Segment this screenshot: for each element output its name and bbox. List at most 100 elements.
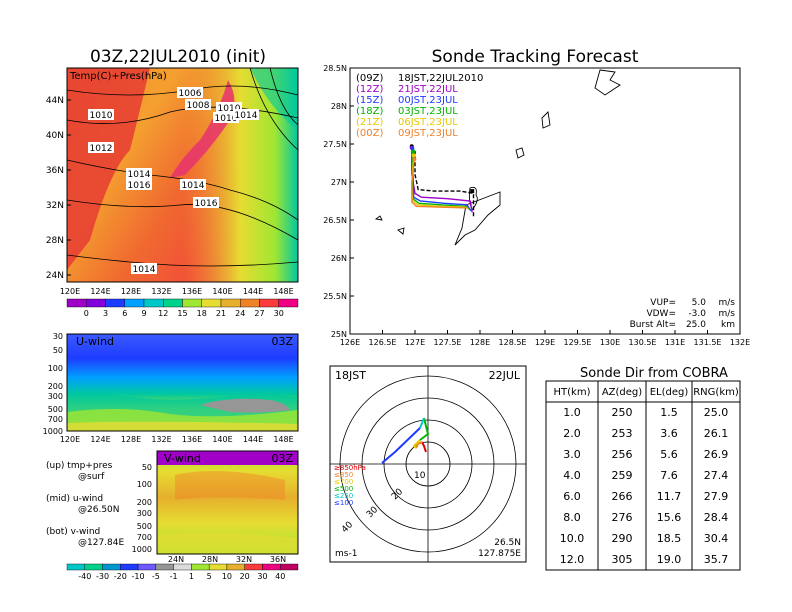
temp-map-frame <box>66 67 299 283</box>
colorbar-segment <box>201 298 222 308</box>
track-end-point <box>411 149 416 154</box>
table-cell: 259 <box>612 469 633 482</box>
uwind-label: U-wind <box>76 335 114 348</box>
pressure-legend-item: ≥850hPa <box>334 464 366 472</box>
param-value: 25.0 <box>686 320 706 330</box>
colorbar-label: -5 <box>152 572 160 581</box>
colorbar-label: 30 <box>257 572 267 581</box>
temp-lon-ticks: 120E 124E 128E 132E 136E 140E 144E 148E <box>60 287 294 296</box>
vwind-plot <box>157 451 298 554</box>
pressure-tick-label: 50 <box>142 463 152 472</box>
table-cell: 28.4 <box>704 511 729 524</box>
colorbar-segment <box>226 563 245 571</box>
colorbar-segment <box>84 563 103 571</box>
colorbar-label: 40 <box>275 572 285 581</box>
table-cell: 7.6 <box>660 469 678 482</box>
lon-tick-label: 130.5E <box>629 338 657 347</box>
colorbar-label: 15 <box>177 309 187 318</box>
colorbar-segment <box>105 298 125 308</box>
colorbar-label: 0 <box>84 309 89 318</box>
colorbar-segment <box>278 298 299 308</box>
pressure-tick-label: 300 <box>137 509 152 518</box>
lat-tick-label: 25N <box>331 330 347 339</box>
table-border <box>545 380 741 571</box>
lat-tick-label: 28N <box>46 236 64 246</box>
lon-tick-label: 120E <box>60 435 80 444</box>
temp-map-title: 03Z,22JUL2010 (init) <box>90 47 266 67</box>
table-cell: 6.0 <box>563 490 581 503</box>
panel-notes: (up) tmp+pres @surf (mid) u-wind @26.50N… <box>46 461 124 548</box>
note-line: @26.50N <box>78 505 120 515</box>
colorbar-segment <box>240 298 260 308</box>
table-cell: 2.0 <box>563 427 581 440</box>
lon-tick-label: 131E <box>665 338 685 347</box>
polar-unit: ms-1 <box>335 549 357 559</box>
uwind-frame <box>66 333 299 432</box>
table-cell: 25.0 <box>704 406 729 419</box>
table-header: EL(deg) <box>650 387 689 398</box>
legend-run: (00Z) <box>356 128 383 139</box>
pressure-tick-label: 700 <box>137 533 152 542</box>
colorbar-label: -30 <box>96 572 109 581</box>
table-cell: 1.5 <box>660 406 678 419</box>
track-params: VUP= 5.0 m/s VDW= -3.0 m/s Burst Alt= 25… <box>630 298 736 330</box>
lon-tick-label: 148E <box>273 435 293 444</box>
note-line: (mid) u-wind <box>46 494 103 504</box>
lon-tick-label: 132E <box>151 435 171 444</box>
lat-tick-label: 28N <box>331 102 347 111</box>
param-value: 5.0 <box>692 298 707 308</box>
note-line: (up) tmp+pres <box>46 461 113 471</box>
colorbar-segment <box>86 298 106 308</box>
lon-tick-label: 131.5E <box>694 338 722 347</box>
lat-tick-label: 25.5N <box>323 292 347 301</box>
pressure-legend-item: ≤250 <box>334 492 353 500</box>
isobar-label: 1014 <box>182 181 205 191</box>
pressure-tick-label: 500 <box>137 522 152 531</box>
colorbar-label: 10 <box>222 572 232 581</box>
table-cell: 4.0 <box>563 469 581 482</box>
isobar-label: 1008 <box>187 101 210 111</box>
lon-tick-label: 127.5E <box>434 338 462 347</box>
colorbar-segment <box>208 563 228 571</box>
colorbar-segment <box>143 298 164 308</box>
legend-run: (09Z) <box>356 73 383 84</box>
wind-colorbar: -40 -30 -20 -10 -5 -1 1 5 10 20 30 40 <box>66 563 299 581</box>
table-cell: 3.0 <box>563 448 581 461</box>
colorbar-label: 5 <box>207 572 212 581</box>
lat-tick-label: 32N <box>46 201 64 211</box>
table-cell: 250 <box>612 406 633 419</box>
table-cell: 27.4 <box>704 469 729 482</box>
legend-valid-time: 06JST,23JUL <box>398 117 458 128</box>
sonde-direction-table: HT(km) AZ(deg) EL(deg) RNG(km) 1.0 250 1.5 25.0… <box>545 380 741 571</box>
temp-map-label: Temp(C)+Pres(hPa) <box>69 71 167 82</box>
colorbar-label: 18 <box>197 309 207 318</box>
track-lat-ticks: 28.5N 28N 27.5N 27N 26.5N 26N 25.5N 25N <box>323 64 354 339</box>
lon-tick-label: 144E <box>243 287 263 296</box>
isobar-label: 1016 <box>195 199 218 209</box>
colorbar-segment <box>262 563 281 571</box>
param-label: VDW= <box>646 309 676 319</box>
lat-tick-label: 28.5N <box>323 64 347 73</box>
table-cell: 256 <box>612 448 633 461</box>
colorbar-segment <box>182 298 202 308</box>
colorbar-segment <box>220 298 241 308</box>
pressure-tick-label: 700 <box>48 415 63 424</box>
colorbar-label: 6 <box>122 309 127 318</box>
table-cell: 5.6 <box>660 448 678 461</box>
table-header: HT(km) <box>554 387 591 398</box>
ring-label: 10 <box>414 471 426 481</box>
lon-tick-label: 136E <box>182 435 202 444</box>
isobar-label: 1010 <box>215 114 238 124</box>
track-title: Sonde Tracking Forecast <box>432 47 639 67</box>
legend-run: (21Z) <box>356 117 383 128</box>
lon-tick-label: 144E <box>243 435 263 444</box>
pressure-legend: ≥850hPa≤850≤700≤500≤250≤100 <box>334 464 366 507</box>
lon-tick-label: 120E <box>60 287 80 296</box>
colorbar-segment <box>244 563 263 571</box>
track-legend: (09Z) 18JST,22JUL2010 (12Z) 21JST,22JUL (15Z… <box>356 73 483 139</box>
table-cell: 26.1 <box>704 427 729 440</box>
table-header: RNG(km) <box>693 387 739 398</box>
table-cell: 26.9 <box>704 448 729 461</box>
lon-tick-label: 128E <box>121 435 141 444</box>
colorbar-label: 1 <box>189 572 194 581</box>
